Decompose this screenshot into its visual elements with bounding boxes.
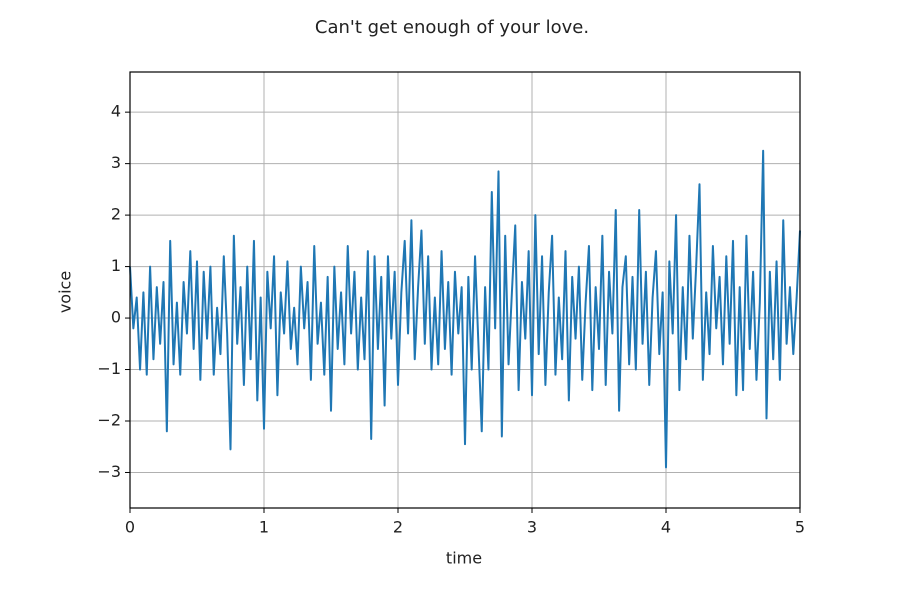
- y-tick-label: 0: [111, 308, 121, 327]
- y-tick-label: −1: [97, 359, 121, 378]
- y-tick-label: −3: [97, 462, 121, 481]
- data-line: [129, 149, 801, 469]
- axes-frame: [129, 71, 801, 509]
- plot: [129, 149, 801, 469]
- y-tick-label: 2: [111, 205, 121, 224]
- y-tick-label: 4: [111, 102, 121, 121]
- chart-title: Can't get enough of your love.: [315, 17, 589, 38]
- x-tick-label: 0: [125, 518, 135, 537]
- y-tick-label: 3: [111, 153, 121, 172]
- x-tick-label: 4: [661, 518, 671, 537]
- x-tick-label: 1: [259, 518, 269, 537]
- y-axis-label: voice: [56, 271, 75, 313]
- y-tick-label: 1: [111, 256, 121, 275]
- x-axis-label: time: [446, 549, 482, 568]
- x-tick-label: 3: [527, 518, 537, 537]
- x-tick-label: 2: [393, 518, 403, 537]
- y-tick-label: −2: [97, 411, 121, 430]
- x-tick-label: 5: [795, 518, 805, 537]
